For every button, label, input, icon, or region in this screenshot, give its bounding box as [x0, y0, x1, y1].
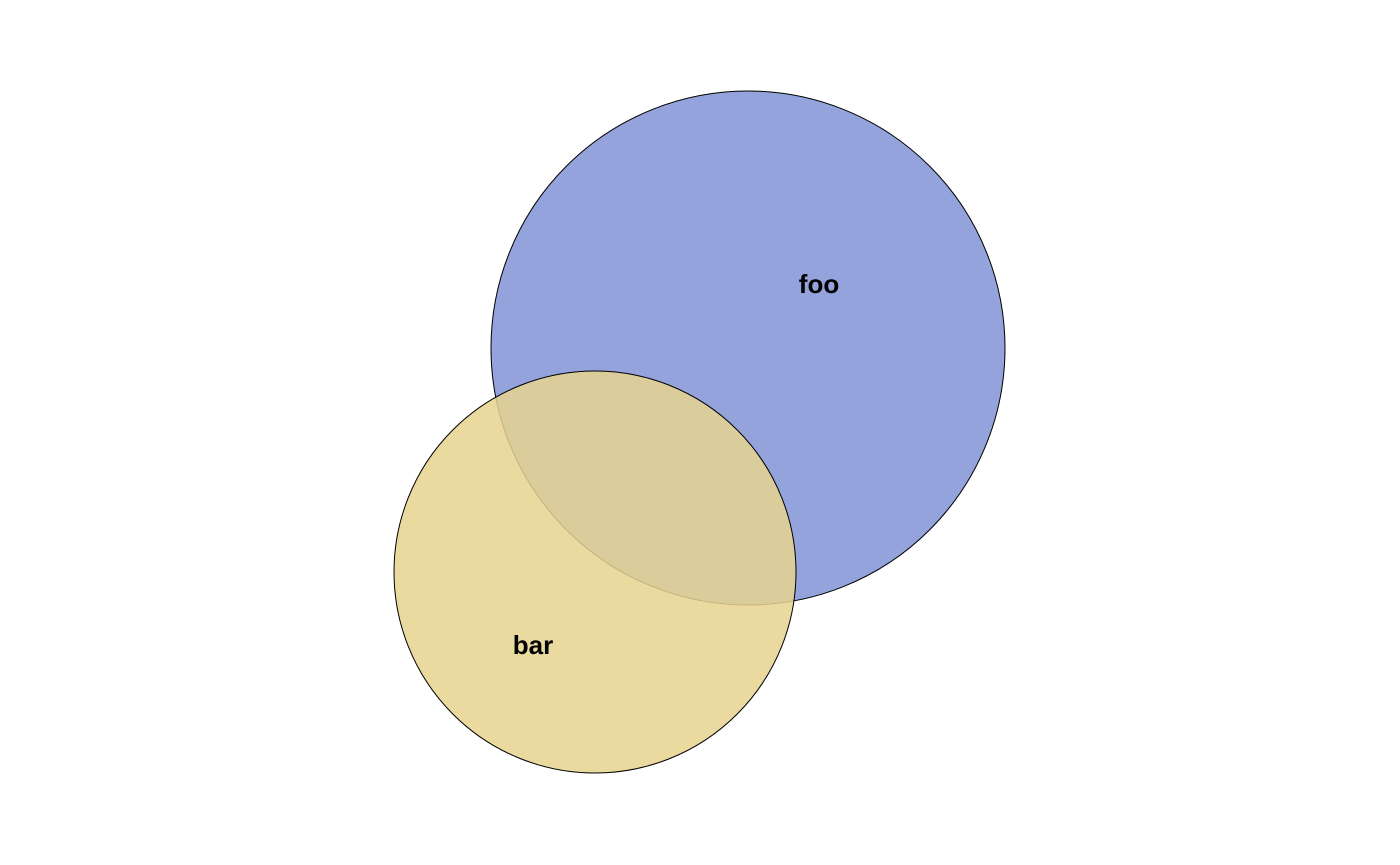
- venn-label-foo: foo: [799, 269, 839, 299]
- venn-circle-bar: [393, 370, 797, 774]
- venn-label-bar: bar: [513, 630, 553, 660]
